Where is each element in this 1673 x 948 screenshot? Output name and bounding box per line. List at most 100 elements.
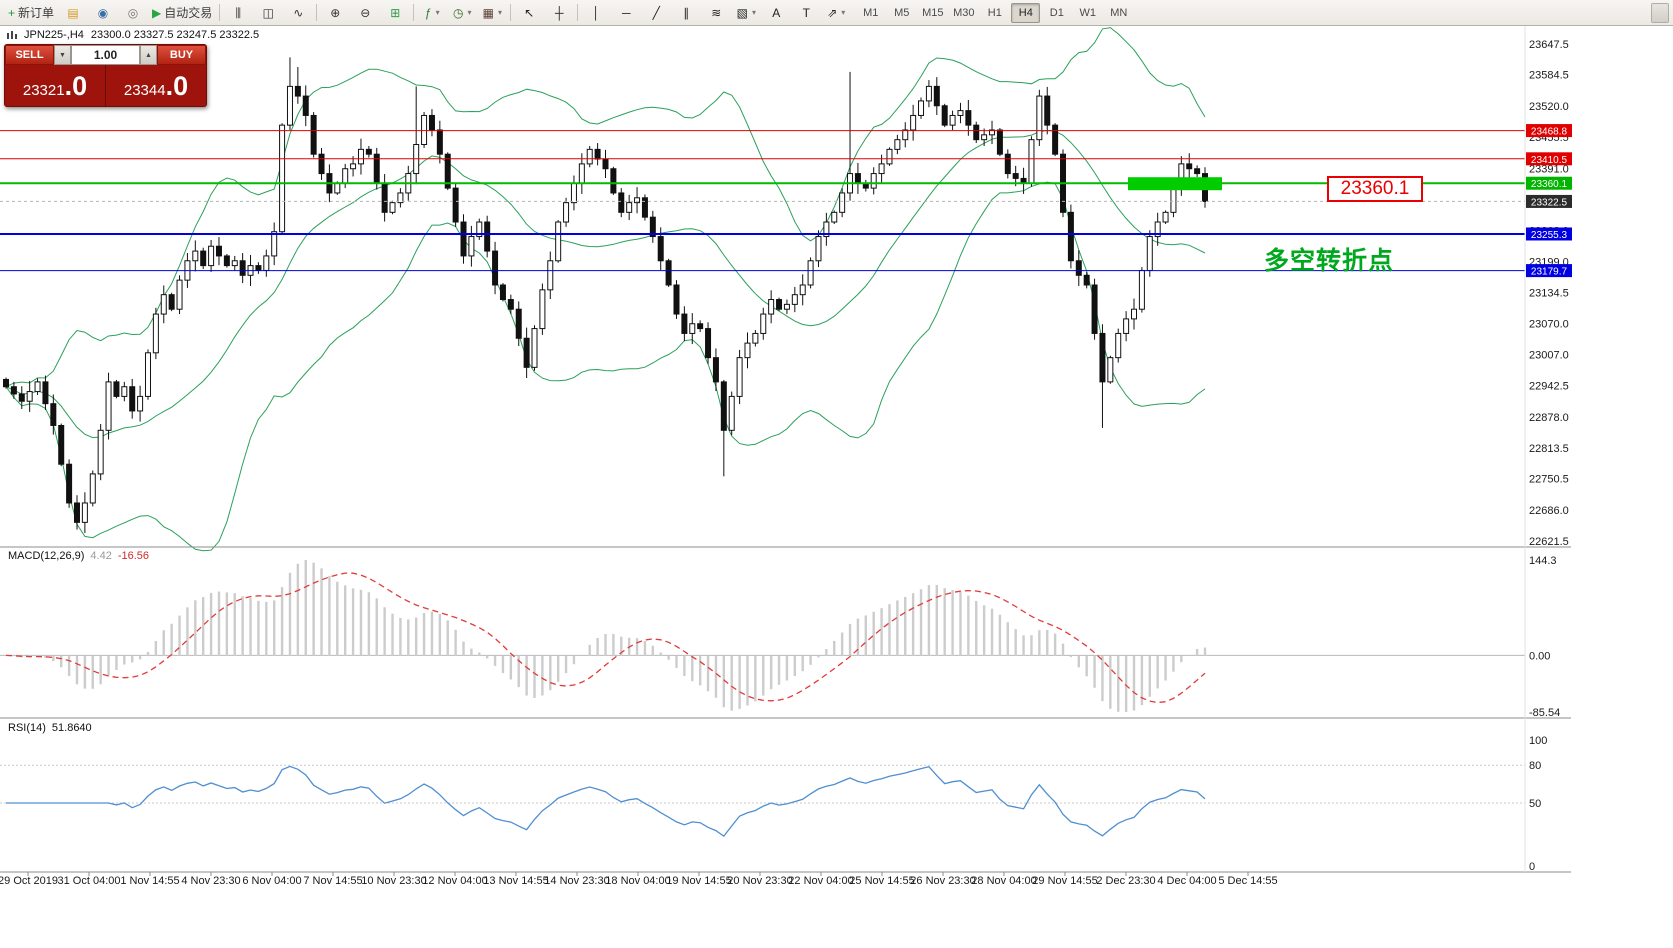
chevron-down-icon: ▾ (435, 8, 440, 17)
svg-text:23255.3: 23255.3 (1531, 230, 1568, 241)
chart-window-button[interactable]: ▤ (58, 2, 88, 24)
svg-text:22878.0: 22878.0 (1529, 412, 1569, 424)
price-axis: 23647.523584.523520.023455.523391.023326… (1529, 39, 1569, 548)
data-window-button[interactable]: ◎ (118, 2, 148, 24)
timeframe-M30-button[interactable]: M30 (953, 6, 975, 19)
volume-decrease-button[interactable]: ▼ (54, 45, 71, 65)
text-icon: A (772, 5, 781, 20)
svg-text:23360.1: 23360.1 (1531, 179, 1568, 190)
svg-text:23584.5: 23584.5 (1529, 70, 1569, 82)
macd-main-value: 4.42 (90, 550, 112, 562)
svg-text:26 Nov 23:30: 26 Nov 23:30 (910, 875, 975, 887)
fibonacci-button[interactable]: ≋ (701, 2, 731, 24)
line-chart-type-button[interactable]: ∿ (283, 2, 313, 24)
svg-text:29 Nov 14:55: 29 Nov 14:55 (1032, 875, 1097, 887)
macd-axis: 144.3 0.00 -85.54 (1529, 555, 1560, 719)
crosshair-button[interactable]: ┼ (544, 2, 574, 24)
hline-icon: ─ (622, 5, 631, 20)
horizontal-line-button[interactable]: ─ (611, 2, 641, 24)
timeframe-W1-button[interactable]: W1 (1079, 6, 1097, 19)
svg-text:14 Nov 23:30: 14 Nov 23:30 (544, 875, 609, 887)
highlight-rectangle[interactable] (1128, 177, 1222, 191)
svg-text:23647.5: 23647.5 (1529, 39, 1569, 51)
sell-price[interactable]: 23321.0 (5, 65, 105, 106)
svg-text:4 Nov 23:30: 4 Nov 23:30 (181, 875, 240, 887)
timeframe-MN-button[interactable]: MN (1110, 6, 1128, 19)
shapes-button[interactable]: ▧ ▾ (731, 2, 761, 24)
timeframe-M5-button[interactable]: M5 (894, 6, 910, 19)
new-order-icon: + (8, 5, 16, 20)
svg-text:22813.5: 22813.5 (1529, 443, 1569, 455)
text-label-button[interactable]: T (791, 2, 821, 24)
horizontal-level-lines[interactable] (0, 130, 1525, 272)
autotrading-label: 自动交易 (164, 6, 213, 20)
sell-price-base: 23321 (22, 82, 65, 99)
timeframe-H4-button[interactable]: H4 (1011, 2, 1041, 23)
bar-chart-type-button[interactable]: ⫼ (223, 2, 253, 24)
toolbar-separator (510, 4, 512, 21)
svg-text:23322.5: 23322.5 (1531, 197, 1568, 208)
toolbar-separator (316, 4, 318, 21)
new-order-button[interactable]: + 新订单 (4, 2, 58, 24)
date-axis[interactable]: 29 Oct 2019 31 Oct 04:00 1 Nov 14:55 4 Nov … (0, 872, 1278, 887)
arrows-button[interactable]: ⇗ ▾ (821, 2, 851, 24)
toolbar-separator (413, 4, 415, 21)
zoom-out-button[interactable]: ⊖ (350, 2, 380, 24)
volume-input[interactable] (71, 45, 140, 65)
tile-windows-button[interactable]: ⊞ (380, 2, 410, 24)
timeframe-M1-button[interactable]: M1 (863, 6, 879, 19)
timeframe-M15-button[interactable]: M15 (922, 6, 944, 19)
svg-text:23468.8: 23468.8 (1531, 127, 1568, 138)
svg-text:100: 100 (1529, 735, 1547, 747)
buy-price[interactable]: 23344.0 (105, 65, 206, 106)
svg-text:7 Nov 14:55: 7 Nov 14:55 (303, 875, 362, 887)
autotrading-button[interactable]: ▶ 自动交易 (148, 2, 216, 24)
macd-signal-line (5, 572, 1206, 704)
chart-window-icon: ▤ (67, 5, 79, 20)
timeframe-D1-button[interactable]: D1 (1049, 6, 1064, 19)
periods-button[interactable]: ◷ ▾ (447, 2, 477, 24)
toolbar-overflow-handle[interactable] (1651, 2, 1669, 23)
label-icon: T (802, 5, 810, 20)
bars-icon: ⫼ (235, 5, 242, 20)
svg-text:20 Nov 23:30: 20 Nov 23:30 (727, 875, 792, 887)
svg-text:23391.0: 23391.0 (1529, 163, 1569, 175)
svg-text:18 Nov 04:00: 18 Nov 04:00 (605, 875, 670, 887)
svg-text:29 Oct 2019: 29 Oct 2019 (0, 875, 58, 887)
crosshair-icon: ┼ (555, 5, 564, 20)
price-tag-23410.5: 23410.5 (1526, 152, 1572, 166)
svg-text:0.00: 0.00 (1529, 650, 1550, 662)
vertical-line-button[interactable]: │ (581, 2, 611, 24)
timeframe-H1-button[interactable]: H1 (987, 6, 1002, 19)
volume-increase-button[interactable]: ▲ (140, 45, 157, 65)
toolbar-button-group: + 新订单 ▤ ◉ ◎ ▶ 自动交易 ⫼ ◫ ∿ ⊕ ⊖ ⊞ ƒ ▾ ◷ ▾ ▦ ▾ ↖ ┼ │ ─ ╱ ∥ ≋ ▧ ▾ A T ⇗ ▾ (4, 2, 851, 24)
chevron-down-icon: ▾ (841, 8, 846, 17)
chart-canvas[interactable]: 23647.523584.523520.023455.523391.023326… (0, 26, 1673, 948)
price-callout-box[interactable]: 23360.1 (1327, 176, 1423, 202)
svg-text:80: 80 (1529, 760, 1541, 772)
equidistant-channel-button[interactable]: ∥ (671, 2, 701, 24)
svg-text:31 Oct 04:00: 31 Oct 04:00 (58, 875, 121, 887)
symbol-info: JPN225-,H4 23300.0 23327.5 23247.5 23322… (7, 29, 259, 41)
cursor-button[interactable]: ↖ (514, 2, 544, 24)
sell-button[interactable]: SELL (5, 45, 54, 65)
autotrade-play-icon: ▶ (152, 5, 162, 20)
svg-text:23520.0: 23520.0 (1529, 101, 1569, 113)
zoom-in-button[interactable]: ⊕ (320, 2, 350, 24)
toolbar-separator (219, 4, 221, 21)
candlestick-chart-type-button[interactable]: ◫ (253, 2, 283, 24)
templates-button[interactable]: ▦ ▾ (477, 2, 507, 24)
svg-text:144.3: 144.3 (1529, 555, 1557, 567)
svg-text:10 Nov 23:30: 10 Nov 23:30 (361, 875, 426, 887)
market-watch-button[interactable]: ◉ (88, 2, 118, 24)
text-button[interactable]: A (761, 2, 791, 24)
turning-point-annotation[interactable]: 多空转折点 (1264, 247, 1395, 275)
trendline-icon: ╱ (652, 5, 660, 20)
indicators-button[interactable]: ƒ ▾ (417, 2, 447, 24)
trendline-button[interactable]: ╱ (641, 2, 671, 24)
buy-button[interactable]: BUY (157, 45, 206, 65)
svg-text:0: 0 (1529, 861, 1535, 873)
buy-price-fraction: .0 (165, 71, 189, 101)
price-tag-23360.1: 23360.1 (1526, 176, 1572, 190)
macd-signal-value: -16.56 (117, 550, 150, 562)
